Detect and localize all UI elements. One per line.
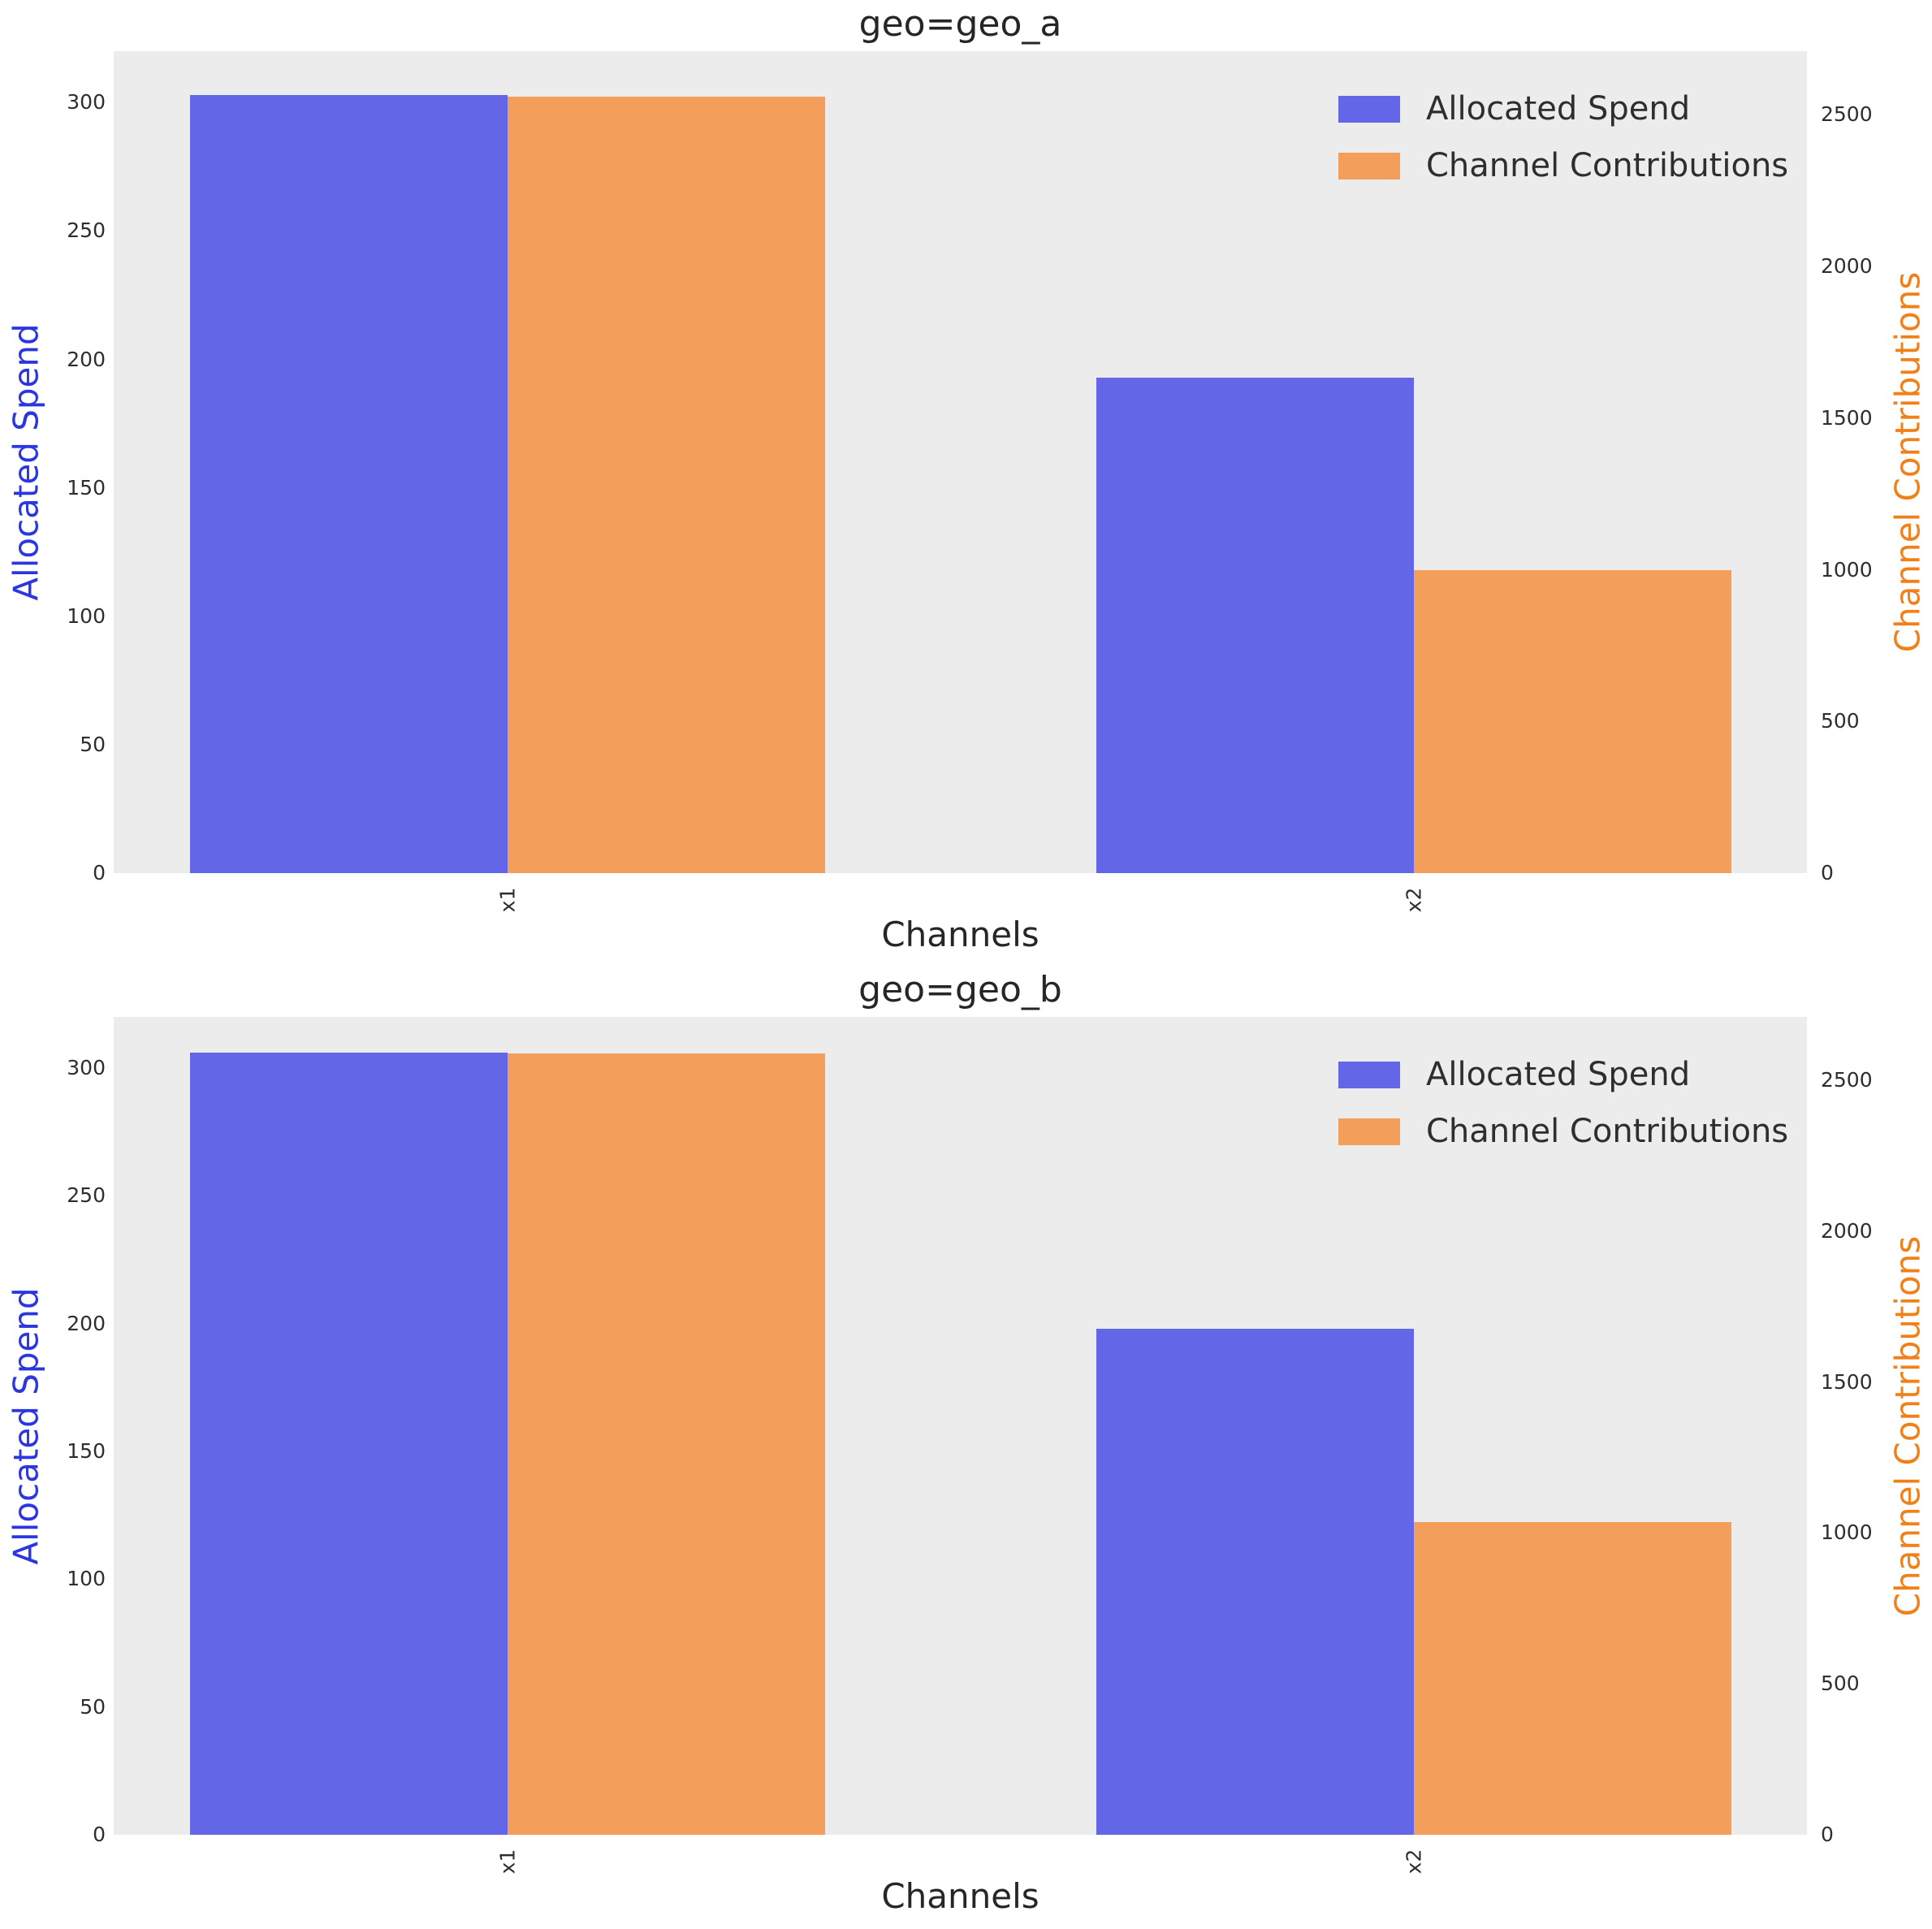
x-axis-title: Channels (881, 915, 1039, 954)
legend: Allocated Spend Channel Contributions (1338, 80, 1788, 194)
left-axis-tick-label: 300 (67, 90, 106, 115)
left-axis-tick-label: 200 (67, 1311, 106, 1335)
left-axis-title: Allocated Spend (6, 323, 46, 601)
legend-item-channel-contributions: Channel Contributions (1338, 1103, 1788, 1160)
x-tick-label-x1: x1 (495, 887, 520, 913)
right-axis-tick-label: 500 (1821, 1672, 1860, 1696)
right-axis-title: Channel Contributions (1887, 271, 1928, 653)
x-tick-label-x2: x2 (1402, 1849, 1426, 1875)
right-axis-tick-label: 0 (1821, 1823, 1834, 1846)
right-axis-title: Channel Contributions (1887, 1235, 1928, 1616)
right-axis-tick-label: 0 (1821, 861, 1834, 884)
legend-label: Channel Contributions (1426, 147, 1789, 184)
legend-swatch-allocated-spend (1338, 1061, 1400, 1088)
bar-geo-geo-a-x2-allocated-spend (1096, 377, 1415, 873)
right-axis-tick-label: 1500 (1821, 405, 1873, 430)
legend: Allocated Spend Channel Contributions (1338, 1046, 1788, 1160)
right-axis-tick-label: 2500 (1821, 102, 1873, 127)
chart-title: geo=geo_a (858, 3, 1062, 45)
right-axis-tick-label: 1500 (1821, 1369, 1873, 1394)
right-axis-tick-label: 500 (1821, 709, 1860, 733)
legend-item-channel-contributions: Channel Contributions (1338, 137, 1788, 194)
left-axis-tick-label: 250 (67, 218, 106, 243)
left-axis-tick-label: 300 (67, 1055, 106, 1079)
x-axis-title: Channels (881, 1876, 1039, 1916)
bar-geo-geo-a-x1-allocated-spend (190, 94, 508, 873)
right-axis-tick-label: 1000 (1821, 557, 1873, 582)
legend-swatch-channel-contributions (1338, 152, 1400, 179)
legend-swatch-channel-contributions (1338, 1118, 1400, 1145)
bar-geo-geo-a-x1-channel-contributions (508, 97, 826, 873)
left-axis-tick-label: 50 (80, 1694, 106, 1719)
bar-geo-geo-b-x1-allocated-spend (190, 1053, 508, 1835)
right-axis-tick-label: 2000 (1821, 254, 1873, 279)
legend-item-allocated-spend: Allocated Spend (1338, 1046, 1788, 1103)
legend-label: Allocated Spend (1426, 1056, 1691, 1093)
left-axis-tick-label: 0 (93, 861, 106, 884)
left-axis-tick-label: 200 (67, 347, 106, 371)
bar-geo-geo-b-x2-allocated-spend (1096, 1328, 1415, 1835)
bar-geo-geo-b-x1-channel-contributions (508, 1053, 826, 1835)
left-axis-tick-label: 50 (80, 732, 106, 756)
left-axis-tick-label: 250 (67, 1183, 106, 1208)
legend-item-allocated-spend: Allocated Spend (1338, 80, 1788, 137)
right-axis-tick-label: 2000 (1821, 1218, 1873, 1243)
left-axis-tick-label: 150 (67, 1438, 106, 1463)
left-axis-tick-label: 150 (67, 475, 106, 500)
chart-title: geo=geo_b (858, 969, 1062, 1010)
x-tick-label-x2: x2 (1402, 887, 1426, 913)
bar-geo-geo-b-x2-channel-contributions (1414, 1522, 1732, 1835)
right-axis-tick-label: 1000 (1821, 1520, 1873, 1545)
left-axis-title: Allocated Spend (6, 1287, 46, 1565)
right-axis-tick-label: 2500 (1821, 1068, 1873, 1092)
bar-geo-geo-a-x2-channel-contributions (1414, 569, 1732, 873)
left-axis-tick-label: 0 (93, 1823, 106, 1846)
legend-swatch-allocated-spend (1338, 95, 1400, 123)
x-tick-label-x1: x1 (495, 1849, 520, 1875)
legend-label: Allocated Spend (1426, 90, 1691, 128)
left-axis-tick-label: 100 (67, 603, 106, 628)
legend-label: Channel Contributions (1426, 1113, 1789, 1150)
left-axis-tick-label: 100 (67, 1567, 106, 1591)
